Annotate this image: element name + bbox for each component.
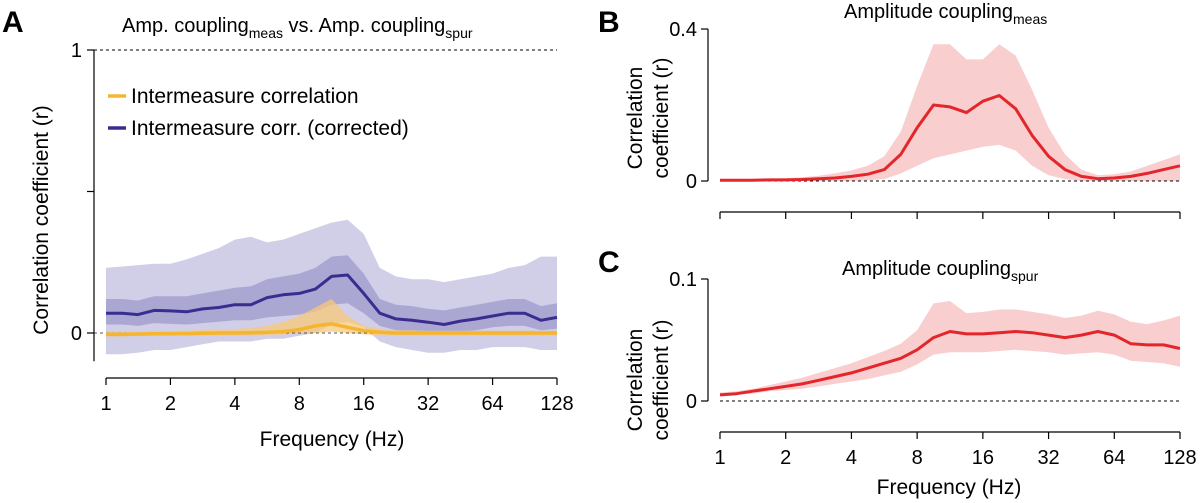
panel-c-ylabel-line2: coefficient (r) [650, 320, 673, 441]
panel-a: A Amp. couplingmeas vs. Amp. couplingspu… [2, 6, 574, 451]
panel-a-ylabel: Correlation coefficient (r) [30, 105, 53, 335]
panel-b-y-tick-label: 0 [686, 171, 697, 193]
panel-a-intermeasure-line [106, 322, 557, 337]
panel-a-x-tick-label: 4 [229, 393, 240, 415]
panel-b-title: Amplitude couplingmeas [844, 1, 1047, 27]
panel-c-xlabel: Frequency (Hz) [877, 476, 1022, 499]
panel-c-plot-area: 0 0.1 1 2 4 8 16 32 64 128 [669, 269, 1197, 469]
panel-c-label: C [598, 246, 620, 279]
panel-a-y-tick-label: 0 [71, 323, 82, 345]
panel-c-x-tick-label: 1 [714, 447, 725, 469]
panel-b-y-tick-label: 0.4 [669, 19, 697, 41]
panel-a-x-tick-label: 16 [353, 393, 375, 415]
legend-label-corrected: Intermeasure corr. (corrected) [131, 117, 409, 140]
panel-c-ylabel-line1: Correlation [624, 329, 647, 432]
panel-c-x-tick-label: 128 [1163, 447, 1196, 469]
panel-c-x-tick-label: 2 [780, 447, 791, 469]
panel-c-y-tick-label: 0 [686, 391, 697, 413]
panel-a-x-tick-label: 32 [417, 393, 439, 415]
panel-c-x-tick-label: 4 [846, 447, 857, 469]
panel-b-band [720, 44, 1180, 182]
panel-a-title: Amp. couplingmeas vs. Amp. couplingspur [122, 15, 473, 41]
panel-c-title: Amplitude couplingspur [842, 258, 1039, 284]
panel-a-x-tick-label: 64 [481, 393, 503, 415]
panel-c-y-tick-label: 0.1 [669, 269, 697, 291]
panel-c-band [720, 301, 1180, 397]
panel-c-x-tick-label: 64 [1103, 447, 1125, 469]
panel-a-x-tick-label: 2 [165, 393, 176, 415]
panel-b-ylabel-line2: coefficient (r) [650, 58, 673, 179]
panel-a-xlabel: Frequency (Hz) [260, 428, 405, 451]
panel-b-label: B [598, 6, 620, 39]
panel-a-label: A [2, 6, 24, 39]
panel-b-plot-area: 00.4 [669, 19, 1181, 219]
panel-b: B Amplitude couplingmeas 00.4 Correlatio… [598, 1, 1181, 219]
panel-a-corrected-inner-band [106, 255, 557, 335]
panel-b-line [720, 94, 1181, 182]
panel-c-line [719, 330, 1181, 397]
panel-a-intermeasure-band [106, 299, 557, 337]
panel-a-x-tick-label: 8 [294, 393, 305, 415]
panel-a-x-tick-label: 1 [100, 393, 111, 415]
panel-b-ylabel-line1: Correlation [624, 67, 647, 170]
panel-c-x-tick-label: 32 [1037, 447, 1059, 469]
legend-label-intermeasure: Intermeasure correlation [131, 85, 359, 108]
panel-a-plot-area: 0 1 1 2 4 8 16 32 64 128 Intermeasure correlation I… [71, 40, 574, 415]
panel-c-x-tick-label: 16 [972, 447, 994, 469]
panel-a-x-tick-label: 128 [540, 393, 573, 415]
panel-a-corrected-line [106, 273, 558, 326]
panel-c: C Amplitude couplingspur 0 0.1 1 2 4 8 16 32 64 1… [598, 246, 1197, 499]
panel-c-x-tick-label: 8 [912, 447, 923, 469]
panel-a-y-tick-label: 1 [71, 40, 82, 62]
